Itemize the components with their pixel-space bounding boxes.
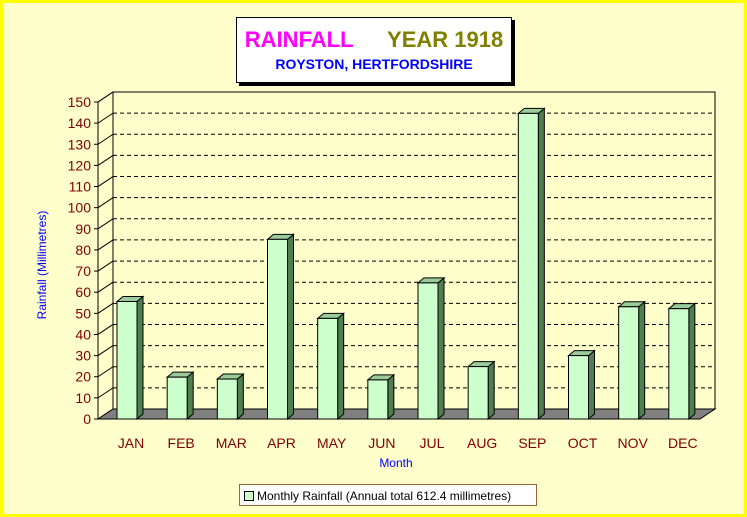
- bar-side: [537, 107, 545, 421]
- x-tick-label: MAY: [317, 435, 347, 451]
- bar-side: [236, 372, 244, 421]
- gridline-side: [97, 218, 114, 230]
- bar: [267, 238, 288, 420]
- chart-title-box: RAINFALL YEAR 1918 ROYSTON, HERTFORDSHIR…: [236, 17, 512, 83]
- x-tick-label: JUN: [368, 435, 395, 451]
- legend-swatch: [244, 490, 254, 501]
- x-axis-title: Month: [379, 456, 412, 470]
- x-tick-label: JUL: [420, 435, 445, 451]
- x-tick-label: DEC: [668, 435, 698, 451]
- title-rainfall: RAINFALL: [244, 27, 354, 52]
- gridline-side: [97, 154, 114, 166]
- y-tick-label: 70: [75, 263, 91, 279]
- y-tick-label: 0: [83, 411, 91, 427]
- bar-side: [688, 302, 696, 421]
- gridline-side: [97, 345, 114, 357]
- gridline-side: [97, 176, 114, 187]
- y-tick-label: 100: [68, 200, 92, 216]
- x-tick-label: NOV: [617, 435, 648, 451]
- title-year: YEAR 1918: [387, 27, 504, 52]
- gridline-side: [97, 133, 114, 145]
- y-tick-label: 30: [75, 348, 91, 364]
- gridline-side: [97, 239, 114, 251]
- bar-side: [638, 300, 646, 421]
- x-tick-label: MAR: [216, 435, 247, 451]
- bar: [417, 282, 439, 420]
- x-tick-label: OCT: [568, 435, 598, 451]
- bar: [367, 379, 389, 420]
- gridline-side: [97, 260, 114, 272]
- y-tick-label: 60: [75, 284, 91, 300]
- bar-side: [287, 233, 294, 421]
- chart-legend: Monthly Rainfall (Annual total 612.4 mil…: [239, 484, 537, 506]
- gridline-side: [97, 387, 114, 399]
- gridline-side: [97, 366, 114, 378]
- y-tick-label: 40: [75, 326, 91, 342]
- y-tick-label: 130: [68, 136, 92, 152]
- bar-side: [337, 312, 345, 421]
- gridline-side: [97, 197, 114, 209]
- x-tick-label: AUG: [467, 435, 497, 451]
- x-tick-label: JAN: [118, 435, 144, 451]
- bar: [467, 366, 489, 420]
- bar-side: [588, 349, 595, 421]
- bar-side: [437, 276, 445, 421]
- bar-side: [387, 373, 395, 421]
- bar: [166, 376, 188, 420]
- gridline-side: [97, 281, 114, 293]
- bar: [568, 355, 589, 420]
- bar-side: [487, 360, 495, 421]
- y-tick-label: 10: [75, 390, 91, 406]
- bar-side: [186, 371, 194, 421]
- chart-title: RAINFALL YEAR 1918: [237, 27, 511, 53]
- bar: [317, 317, 339, 420]
- y-tick-label: 150: [68, 94, 92, 110]
- gridline-side: [97, 302, 114, 314]
- gridline-side: [97, 324, 114, 335]
- y-tick-label: 140: [68, 115, 92, 131]
- gridline-side: [97, 112, 114, 124]
- legend-label: Monthly Rainfall (Annual total 612.4 mil…: [257, 488, 512, 503]
- bar-chart: 0 10 20 30 40 50 60 70 80 90 100 110 120 130 140 150 JAN…: [35, 91, 717, 470]
- plot-floor: [96, 408, 717, 420]
- bar: [216, 378, 238, 420]
- bar: [517, 112, 539, 420]
- y-tick-label: 20: [75, 369, 91, 385]
- y-tick-label: 90: [75, 221, 91, 237]
- y-tick-label: 50: [75, 305, 91, 321]
- plot-back-wall: [112, 91, 716, 410]
- bar: [618, 306, 640, 420]
- bar: [668, 308, 690, 420]
- gridline-side: [97, 91, 114, 103]
- y-axis-title: Rainfall (Millimetres): [35, 211, 49, 320]
- x-tick-label: SEP: [518, 435, 546, 451]
- y-tick-label: 110: [69, 179, 92, 195]
- plot-side-wall: [97, 91, 114, 420]
- x-tick-label: APR: [267, 435, 296, 451]
- bar-side: [136, 295, 144, 421]
- x-tick-label: FEB: [168, 435, 195, 451]
- bar: [116, 300, 138, 420]
- y-tick-label: 80: [75, 242, 91, 258]
- chart-subtitle: ROYSTON, HERTFORDSHIRE: [275, 56, 473, 72]
- y-tick-label: 120: [68, 157, 92, 173]
